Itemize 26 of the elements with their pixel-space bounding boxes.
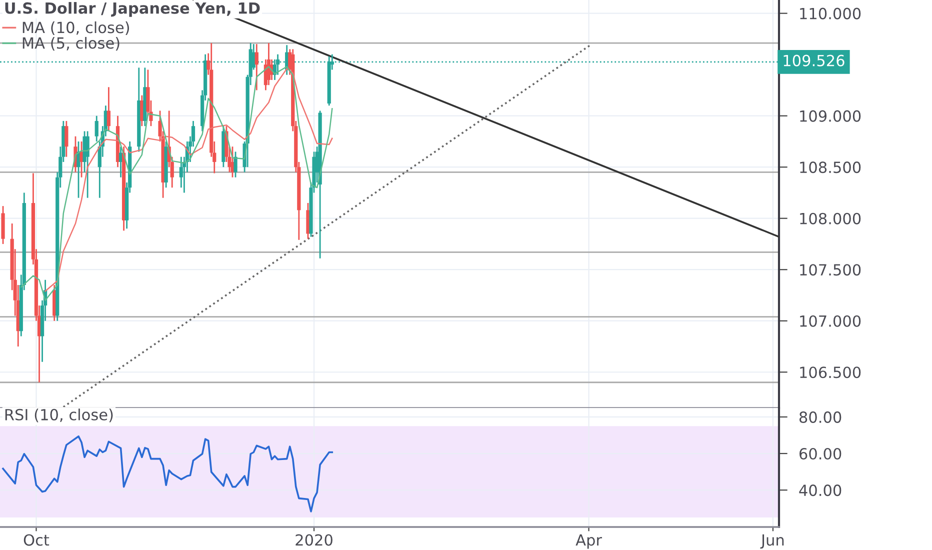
y-tick-label: 80.00 [799,411,842,423]
ref-line-label: 109.526 [784,54,844,66]
legend-label: MA (5, close) [22,36,120,51]
chart-title: U.S. Dollar / Japanese Yen, 1D [5,2,260,17]
candlestick [234,151,238,178]
y-tick-label: 109.000 [800,110,861,122]
y-tick-label: 108.000 [800,212,861,224]
x-tick-label: Apr [576,534,602,549]
y-tick-label: 107.500 [800,264,861,276]
candlestick [64,120,68,158]
y-tick-label: 60.00 [800,448,842,460]
candlestick [94,115,98,142]
legend-label: MA (10, close) [22,21,129,36]
chart-title: RSI (10, close) [5,408,113,422]
candlestick [179,156,183,188]
y-tick-label: 107.000 [800,315,861,327]
y-tick-label: 40.00 [799,484,842,496]
candlestick [254,43,258,91]
x-tick-label: Jun [760,534,784,549]
y-tick-label: 110.000 [800,8,861,20]
x-tick-label: Oct [24,534,50,546]
x-tick-label: 2020 [296,534,332,546]
candlestick [106,86,111,132]
y-tick-label: 108.500 [800,162,861,174]
line-series [2,435,334,512]
y-tick-label: 106.500 [800,366,861,378]
